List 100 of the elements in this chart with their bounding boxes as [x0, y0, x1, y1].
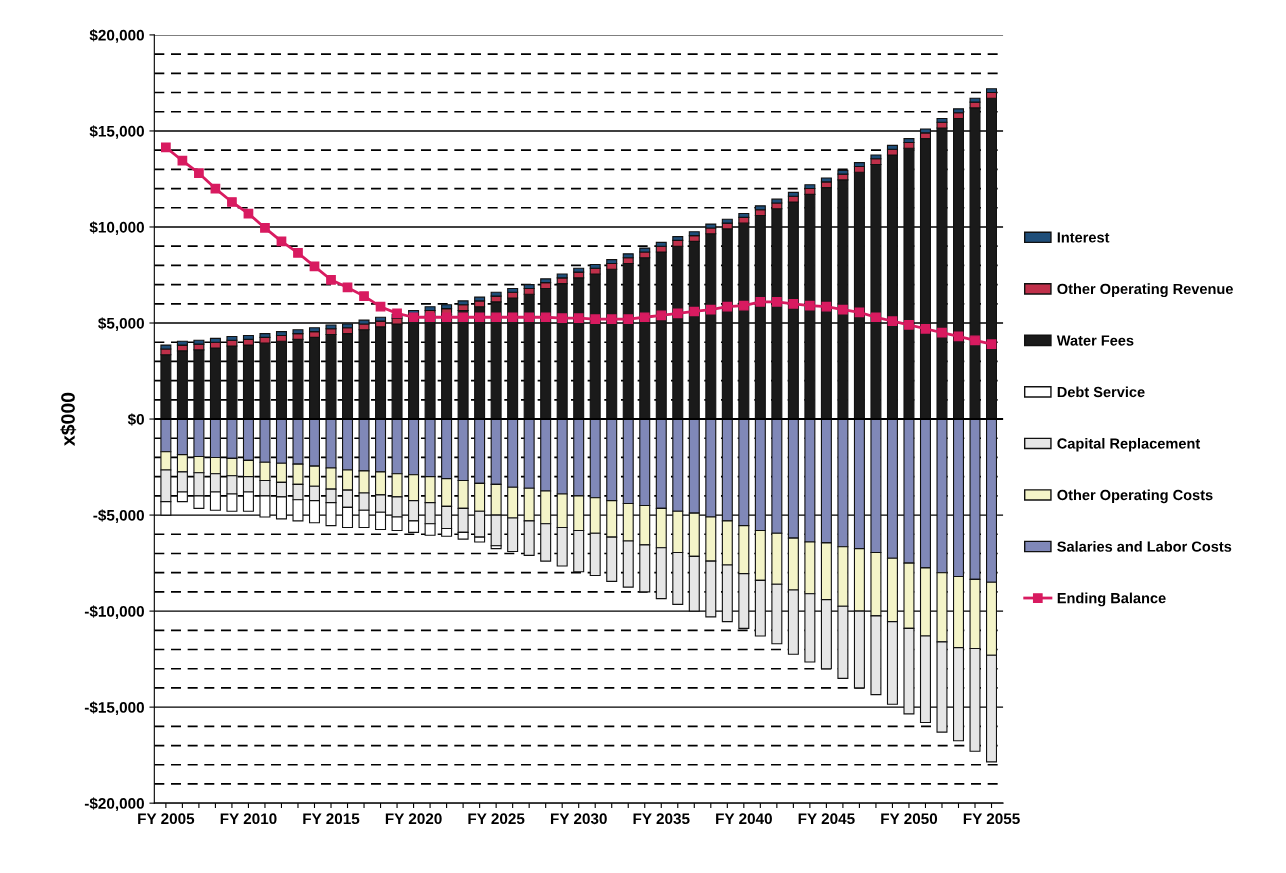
bar [259, 342, 271, 420]
legend-label: Other Operating Revenue [1057, 283, 1233, 298]
y-tick-label: $5,000 [98, 317, 144, 331]
y-tick-label: $15,000 [89, 125, 144, 139]
bar [688, 240, 700, 420]
point [639, 312, 650, 323]
point [937, 327, 947, 338]
legend-label: Interest [1057, 232, 1110, 243]
legend-label: Debt Service [1057, 386, 1145, 398]
bar [936, 127, 948, 420]
bar [242, 344, 254, 420]
point [871, 312, 881, 323]
bar [969, 107, 981, 420]
bar [672, 245, 684, 420]
point [227, 197, 237, 207]
point [590, 314, 601, 325]
bar [408, 319, 420, 420]
y-tick-label: $10,000 [89, 221, 144, 235]
y-tick-label: -$15,000 [84, 701, 144, 716]
point [425, 312, 435, 323]
point [194, 168, 204, 179]
point [309, 261, 320, 272]
y-tick-label: $0 [127, 413, 144, 426]
bar [903, 147, 915, 420]
bar [837, 179, 849, 420]
bar [358, 329, 370, 420]
point [573, 313, 584, 324]
bar [160, 354, 172, 420]
point [672, 308, 683, 319]
bar [507, 297, 519, 420]
point [557, 313, 568, 324]
point [458, 312, 468, 323]
legend-label: Other Operating Costs [1057, 489, 1213, 504]
x-tick-label: FY 2010 [220, 813, 277, 825]
bar [886, 154, 898, 420]
bar [325, 333, 337, 420]
bar [606, 268, 618, 420]
y-tick-label: $20,000 [89, 29, 144, 43]
bar [952, 117, 965, 420]
bar [771, 208, 783, 420]
bar [474, 306, 486, 420]
point [887, 316, 898, 326]
bar [375, 326, 387, 420]
point [540, 312, 551, 323]
x-tick-label: FY 2040 [716, 813, 772, 825]
bar [639, 257, 651, 420]
bar [754, 214, 766, 420]
bar [986, 97, 998, 420]
point [838, 304, 848, 315]
point [606, 314, 617, 325]
x-tick-label: FY 2045 [798, 813, 855, 825]
y-tick-label: -$10,000 [84, 605, 144, 619]
point [722, 301, 733, 312]
bar [655, 251, 667, 420]
point [986, 339, 997, 349]
legend-label: Capital Replacement [1057, 437, 1201, 452]
bar [292, 338, 304, 420]
point [904, 320, 914, 330]
y-tick-label: -$20,000 [84, 797, 144, 812]
point [260, 223, 270, 233]
bar [556, 283, 568, 420]
point [293, 248, 303, 258]
bar [308, 336, 321, 420]
x-tick-label: FY 2020 [385, 813, 442, 825]
bar [391, 323, 403, 420]
point [689, 306, 700, 317]
bar [441, 313, 453, 420]
bar [176, 350, 188, 420]
point [623, 314, 634, 325]
x-tick-label: FY 2015 [303, 813, 360, 825]
point [392, 308, 402, 319]
bar [424, 306, 436, 312]
bar [193, 349, 205, 420]
point [970, 335, 980, 346]
bar [853, 171, 865, 420]
point [441, 312, 452, 323]
bar [589, 273, 601, 420]
bar [721, 228, 733, 420]
point [507, 312, 518, 323]
legend-label: Water Fees [1056, 335, 1134, 346]
point [805, 300, 815, 311]
bar [457, 309, 469, 420]
y-axis-title: x$000 [60, 392, 77, 446]
bar [622, 262, 634, 420]
bar [705, 233, 717, 420]
point [326, 274, 336, 285]
bar [275, 340, 287, 420]
y-tick-label: -$5,000 [93, 509, 144, 523]
legend-label: Salaries and Labor Costs [1057, 541, 1232, 552]
x-tick-label: FY 2030 [550, 813, 607, 825]
point [359, 291, 369, 301]
bar [804, 193, 816, 420]
point [524, 312, 535, 323]
bar [787, 201, 799, 420]
point [821, 301, 832, 312]
x-tick-label: FY 2050 [881, 813, 938, 825]
point [920, 323, 931, 334]
bar [919, 138, 931, 420]
point [738, 300, 749, 311]
bar [738, 222, 750, 420]
